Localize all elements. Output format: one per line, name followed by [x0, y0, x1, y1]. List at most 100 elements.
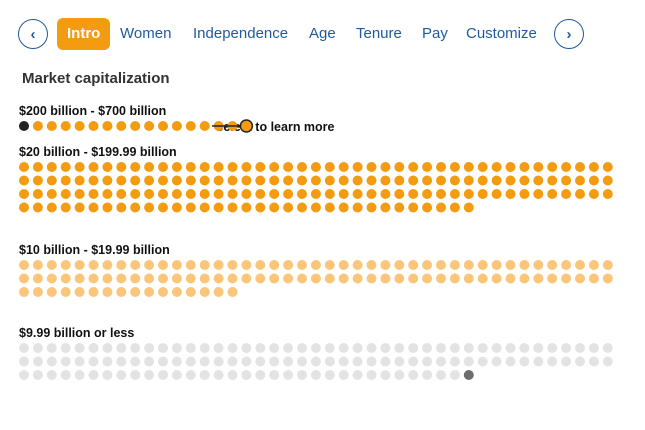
company-dot[interactable] — [227, 189, 238, 199]
company-dot[interactable] — [199, 273, 210, 284]
company-dot[interactable] — [19, 202, 29, 213]
company-dot[interactable] — [171, 121, 182, 131]
company-dot[interactable] — [171, 189, 182, 199]
company-dot[interactable] — [533, 260, 544, 270]
company-dot[interactable] — [158, 343, 168, 353]
company-dot[interactable] — [519, 175, 530, 186]
company-dot[interactable] — [255, 260, 266, 270]
company-dot[interactable] — [477, 356, 488, 367]
company-dot[interactable] — [60, 287, 71, 297]
company-dot[interactable] — [144, 343, 155, 353]
company-dot[interactable] — [74, 343, 85, 353]
company-dot[interactable] — [394, 273, 405, 284]
company-dot[interactable] — [394, 356, 405, 367]
company-dot[interactable] — [213, 370, 224, 380]
company-dot[interactable] — [602, 273, 613, 284]
company-dot[interactable] — [116, 189, 127, 199]
company-dot[interactable] — [561, 189, 572, 199]
company-dot[interactable] — [158, 162, 168, 172]
company-dot[interactable] — [408, 273, 419, 284]
company-dot[interactable] — [130, 202, 141, 213]
company-dot[interactable] — [102, 343, 113, 353]
company-dot[interactable] — [338, 343, 349, 353]
company-dot[interactable] — [102, 121, 113, 131]
company-dot[interactable] — [324, 162, 335, 172]
company-dot[interactable] — [436, 162, 446, 172]
company-dot[interactable] — [463, 343, 474, 353]
company-dot[interactable] — [185, 189, 196, 199]
company-dot[interactable] — [588, 273, 599, 284]
company-dot[interactable] — [463, 273, 474, 284]
company-dot[interactable] — [588, 260, 599, 270]
company-dot[interactable] — [255, 273, 266, 284]
company-dot[interactable] — [74, 356, 85, 367]
company-dot[interactable] — [561, 260, 572, 270]
company-dot[interactable] — [213, 175, 224, 186]
company-dot[interactable] — [380, 202, 391, 213]
company-dot[interactable] — [130, 162, 141, 172]
company-dot[interactable] — [116, 343, 127, 353]
company-dot[interactable] — [505, 260, 516, 270]
company-dot[interactable] — [74, 260, 85, 270]
company-dot[interactable] — [394, 162, 405, 172]
company-dot[interactable] — [102, 162, 113, 172]
company-dot[interactable] — [116, 121, 127, 131]
company-dot[interactable] — [602, 343, 613, 353]
company-dot[interactable] — [575, 356, 585, 367]
company-dot[interactable] — [547, 343, 558, 353]
company-dot[interactable] — [547, 175, 558, 186]
company-dot[interactable] — [46, 162, 57, 172]
company-dot[interactable] — [561, 162, 572, 172]
company-dot[interactable] — [422, 273, 433, 284]
company-dot[interactable] — [185, 273, 196, 284]
company-dot[interactable] — [116, 370, 127, 380]
company-dot[interactable] — [505, 343, 516, 353]
company-dot[interactable] — [297, 343, 307, 353]
company-dot[interactable] — [88, 356, 99, 367]
company-dot[interactable] — [588, 356, 599, 367]
company-dot[interactable] — [32, 273, 43, 284]
company-dot[interactable] — [436, 273, 446, 284]
company-dot[interactable] — [575, 260, 585, 270]
company-dot[interactable] — [46, 202, 57, 213]
company-dot[interactable] — [130, 273, 141, 284]
company-dot[interactable] — [463, 189, 474, 199]
company-dot[interactable] — [130, 370, 141, 380]
company-dot[interactable] — [269, 343, 280, 353]
company-dot[interactable] — [269, 273, 280, 284]
company-dot[interactable] — [561, 356, 572, 367]
company-dot[interactable] — [449, 189, 460, 199]
company-dot[interactable] — [46, 370, 57, 380]
company-dot[interactable] — [324, 175, 335, 186]
company-dot[interactable] — [227, 370, 238, 380]
company-dot[interactable] — [352, 343, 363, 353]
company-dot[interactable] — [505, 189, 516, 199]
company-dot[interactable] — [463, 162, 474, 172]
company-dot[interactable] — [449, 273, 460, 284]
company-dot[interactable] — [575, 189, 585, 199]
selected-company-dot[interactable] — [239, 119, 254, 133]
company-dot[interactable] — [88, 162, 99, 172]
company-dot[interactable] — [297, 162, 307, 172]
company-dot[interactable] — [324, 202, 335, 213]
company-dot[interactable] — [575, 343, 585, 353]
company-dot[interactable] — [88, 202, 99, 213]
company-dot[interactable] — [422, 175, 433, 186]
company-dot[interactable] — [561, 175, 572, 186]
company-dot[interactable] — [491, 162, 502, 172]
company-dot[interactable] — [32, 175, 43, 186]
company-dot[interactable] — [588, 175, 599, 186]
company-dot[interactable] — [477, 175, 488, 186]
company-dot[interactable] — [338, 260, 349, 270]
company-dot[interactable] — [60, 189, 71, 199]
company-dot[interactable] — [352, 356, 363, 367]
tab-customize[interactable]: Customize — [466, 25, 537, 42]
company-dot[interactable] — [144, 162, 155, 172]
company-dot[interactable] — [227, 260, 238, 270]
company-dot[interactable] — [255, 162, 266, 172]
company-dot[interactable] — [269, 202, 280, 213]
company-dot[interactable] — [158, 273, 168, 284]
company-dot[interactable] — [32, 370, 43, 380]
company-dot[interactable] — [144, 370, 155, 380]
company-dot[interactable] — [436, 260, 446, 270]
